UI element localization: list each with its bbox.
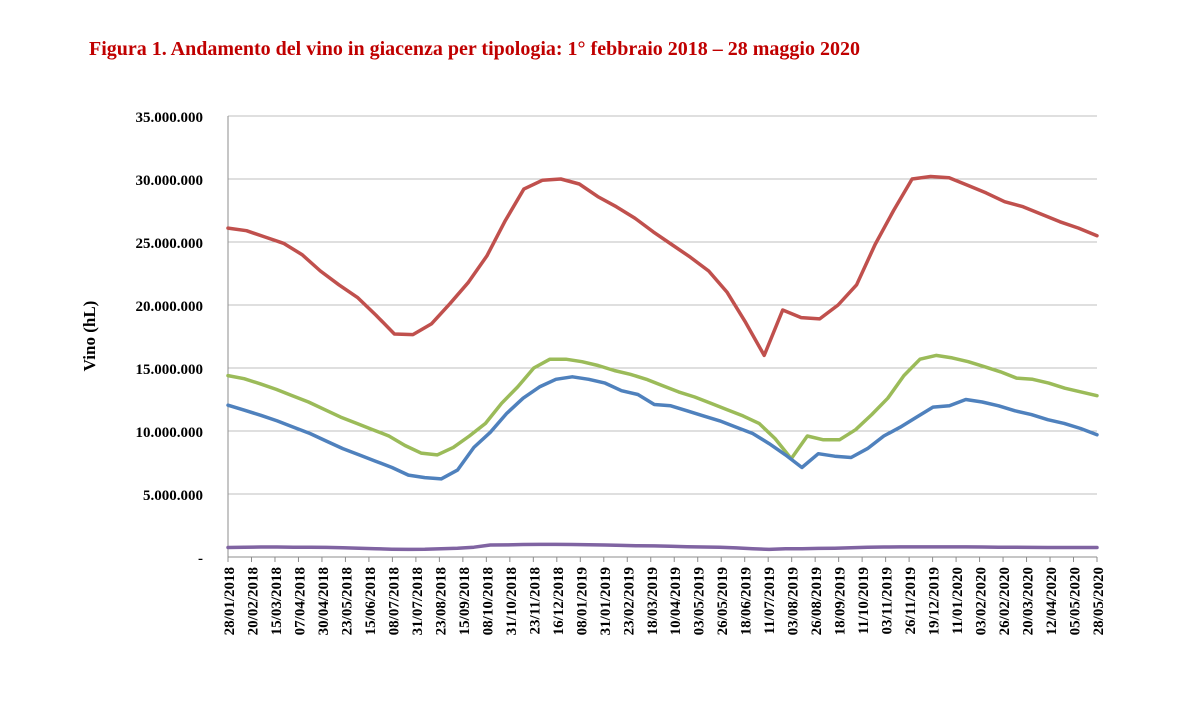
x-tick-label: 18/09/2019 — [833, 567, 849, 635]
y-tick-label: 5.000.000 — [143, 488, 203, 504]
x-tick-label: 03/05/2019 — [692, 567, 708, 635]
x-tick-label: 28/01/2018 — [222, 567, 238, 635]
x-tick-label: 11/01/2020 — [950, 567, 966, 635]
x-tick-label: 08/07/2018 — [386, 567, 402, 635]
series-line-red — [226, 174, 1099, 358]
x-tick-label: 15/09/2018 — [457, 567, 473, 635]
x-tick-label: 03/08/2019 — [786, 567, 802, 635]
gridlines — [228, 115, 1097, 495]
y-tick-label: 15.000.000 — [136, 362, 204, 378]
x-tick-label: 26/08/2019 — [809, 567, 825, 635]
x-tick-label: 31/01/2019 — [598, 567, 614, 635]
y-tick-label: 30.000.000 — [136, 173, 204, 189]
y-tick-label: 35.000.000 — [136, 110, 204, 126]
x-tick-label: 19/12/2019 — [927, 567, 943, 635]
x-tick-label: 28/05/2020 — [1091, 567, 1107, 635]
x-tick-label: 16/12/2018 — [551, 567, 567, 635]
x-tick-label: 23/11/2018 — [527, 567, 543, 635]
chart-title: Figura 1. Andamento del vino in giacenza… — [89, 38, 860, 60]
x-tick-label: 26/11/2019 — [903, 567, 919, 635]
x-tick-label: 08/01/2019 — [574, 567, 590, 635]
x-tick-label: 26/02/2020 — [997, 567, 1013, 635]
x-tick-label: 18/03/2019 — [645, 567, 661, 635]
x-tick-label: 23/08/2018 — [433, 567, 449, 635]
x-tick-label: 31/10/2018 — [504, 567, 520, 635]
y-tick-labels: - 5.000.000 10.000.000 15.000.000 20.000.000… — [136, 110, 204, 567]
series-line-purple — [226, 542, 1099, 552]
x-tick-label: 23/05/2018 — [339, 567, 355, 635]
series-line-green — [226, 353, 1099, 461]
y-axis-label: Vino (hL) — [80, 301, 99, 372]
x-tick-labels: 28/01/2018 20/02/2018 15/03/2018 07/04/2018… — [222, 567, 1107, 635]
x-tick-label: 08/10/2018 — [480, 567, 496, 635]
x-tick-label: 10/04/2019 — [668, 567, 684, 635]
y-tick-label: 20.000.000 — [136, 299, 204, 315]
x-tick-label: 07/04/2018 — [292, 567, 308, 635]
x-tick-label: 11/07/2019 — [762, 567, 778, 635]
axes — [227, 116, 1098, 562]
x-tick-label: 03/11/2019 — [880, 567, 896, 635]
y-tick-label: 25.000.000 — [136, 236, 204, 252]
x-tick-label: 20/02/2018 — [245, 567, 261, 635]
y-tick-label: 10.000.000 — [136, 425, 204, 441]
x-tick-label: 20/03/2020 — [1021, 567, 1037, 635]
x-tick-label: 15/06/2018 — [363, 567, 379, 635]
x-tick-label: 15/03/2018 — [269, 567, 285, 635]
x-tick-label: 05/05/2020 — [1068, 567, 1084, 635]
x-tick-label: 12/04/2020 — [1044, 567, 1060, 635]
series-lines — [226, 174, 1099, 552]
x-tick-label: 30/04/2018 — [316, 567, 332, 635]
x-tick-label: 31/07/2018 — [410, 567, 426, 635]
y-tick-label: - — [198, 551, 203, 567]
x-tick-label: 03/02/2020 — [974, 567, 990, 635]
x-tick-label: 18/06/2019 — [739, 567, 755, 635]
x-tick-label: 26/05/2019 — [715, 567, 731, 635]
series-line-blue — [226, 375, 1099, 481]
x-tick-label: 23/02/2019 — [621, 567, 637, 635]
x-tick-label: 11/10/2019 — [856, 567, 872, 635]
